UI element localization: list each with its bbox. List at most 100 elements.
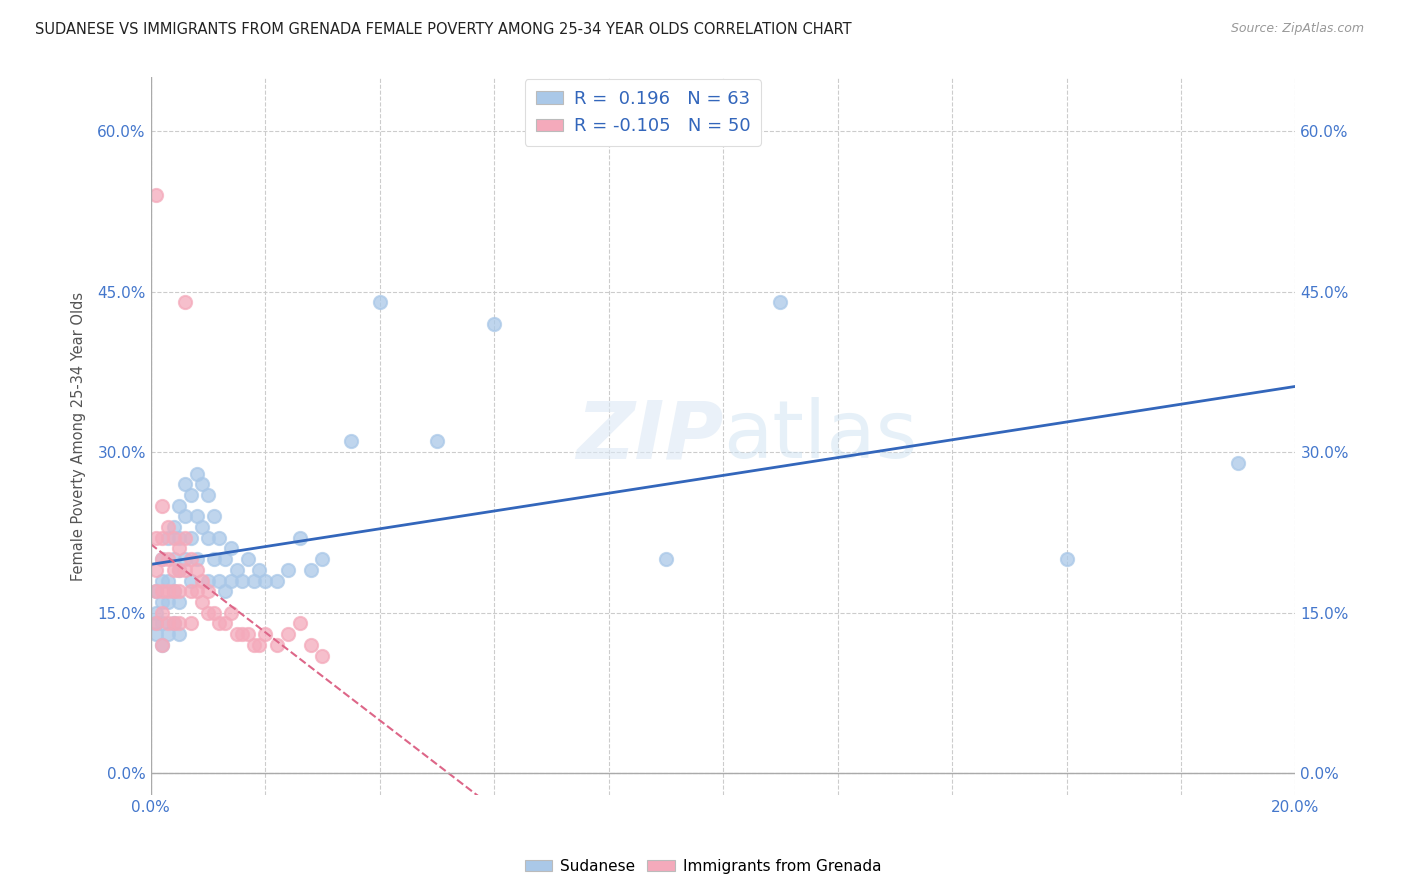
Point bbox=[299, 563, 322, 577]
Point bbox=[242, 638, 264, 652]
Point bbox=[162, 584, 184, 599]
Point bbox=[231, 627, 253, 641]
Text: ZIP: ZIP bbox=[575, 397, 723, 475]
Point bbox=[340, 434, 363, 449]
Point bbox=[145, 616, 167, 631]
Point bbox=[254, 627, 277, 641]
Point bbox=[197, 584, 219, 599]
Point bbox=[311, 552, 333, 566]
Point bbox=[180, 488, 202, 502]
Point bbox=[156, 584, 179, 599]
Legend: Sudanese, Immigrants from Grenada: Sudanese, Immigrants from Grenada bbox=[519, 853, 887, 880]
Point bbox=[169, 584, 191, 599]
Point bbox=[156, 552, 179, 566]
Point bbox=[197, 606, 219, 620]
Point bbox=[169, 499, 191, 513]
Point bbox=[214, 616, 236, 631]
Point bbox=[288, 531, 311, 545]
Point bbox=[156, 627, 179, 641]
Point bbox=[162, 616, 184, 631]
Point bbox=[191, 520, 214, 534]
Point bbox=[162, 616, 184, 631]
Point bbox=[180, 584, 202, 599]
Point bbox=[169, 616, 191, 631]
Point bbox=[186, 563, 208, 577]
Point bbox=[242, 574, 264, 588]
Point bbox=[145, 563, 167, 577]
Point bbox=[249, 638, 271, 652]
Point bbox=[174, 531, 197, 545]
Text: SUDANESE VS IMMIGRANTS FROM GRENADA FEMALE POVERTY AMONG 25-34 YEAR OLDS CORRELA: SUDANESE VS IMMIGRANTS FROM GRENADA FEMA… bbox=[35, 22, 852, 37]
Point bbox=[426, 434, 449, 449]
Point bbox=[299, 638, 322, 652]
Y-axis label: Female Poverty Among 25-34 Year Olds: Female Poverty Among 25-34 Year Olds bbox=[72, 292, 86, 581]
Point bbox=[169, 595, 191, 609]
Point bbox=[145, 584, 167, 599]
Point bbox=[231, 574, 253, 588]
Text: atlas: atlas bbox=[723, 397, 918, 475]
Point bbox=[277, 627, 299, 641]
Point bbox=[169, 531, 191, 545]
Point bbox=[174, 509, 197, 524]
Point bbox=[150, 552, 173, 566]
Point bbox=[169, 563, 191, 577]
Point bbox=[249, 563, 271, 577]
Point bbox=[150, 616, 173, 631]
Point bbox=[266, 574, 288, 588]
Point bbox=[482, 317, 505, 331]
Point bbox=[156, 616, 179, 631]
Point bbox=[368, 295, 391, 310]
Point bbox=[197, 531, 219, 545]
Point bbox=[208, 531, 231, 545]
Point bbox=[156, 574, 179, 588]
Point bbox=[186, 467, 208, 481]
Point bbox=[150, 531, 173, 545]
Point bbox=[150, 595, 173, 609]
Point bbox=[236, 552, 259, 566]
Point bbox=[219, 541, 242, 556]
Point bbox=[145, 616, 167, 631]
Point bbox=[266, 638, 288, 652]
Point bbox=[1056, 552, 1078, 566]
Point bbox=[208, 616, 231, 631]
Point bbox=[150, 574, 173, 588]
Point bbox=[174, 552, 197, 566]
Point bbox=[180, 531, 202, 545]
Point bbox=[236, 627, 259, 641]
Point bbox=[191, 477, 214, 491]
Point bbox=[162, 552, 184, 566]
Point bbox=[191, 574, 214, 588]
Point bbox=[214, 584, 236, 599]
Point bbox=[180, 552, 202, 566]
Point bbox=[174, 563, 197, 577]
Point bbox=[145, 188, 167, 202]
Point bbox=[162, 563, 184, 577]
Point bbox=[145, 531, 167, 545]
Point bbox=[202, 552, 225, 566]
Point bbox=[169, 563, 191, 577]
Point bbox=[214, 552, 236, 566]
Point bbox=[219, 574, 242, 588]
Point bbox=[655, 552, 678, 566]
Point bbox=[150, 606, 173, 620]
Point bbox=[150, 584, 173, 599]
Point bbox=[1227, 456, 1250, 470]
Point bbox=[174, 295, 197, 310]
Point bbox=[186, 584, 208, 599]
Point bbox=[180, 616, 202, 631]
Point bbox=[197, 574, 219, 588]
Point bbox=[219, 606, 242, 620]
Point bbox=[202, 606, 225, 620]
Point bbox=[156, 595, 179, 609]
Point bbox=[197, 488, 219, 502]
Point bbox=[311, 648, 333, 663]
Point bbox=[202, 509, 225, 524]
Point bbox=[150, 638, 173, 652]
Point bbox=[277, 563, 299, 577]
Point bbox=[150, 499, 173, 513]
Point bbox=[186, 552, 208, 566]
Point bbox=[145, 606, 167, 620]
Point bbox=[180, 574, 202, 588]
Point bbox=[169, 627, 191, 641]
Point bbox=[156, 531, 179, 545]
